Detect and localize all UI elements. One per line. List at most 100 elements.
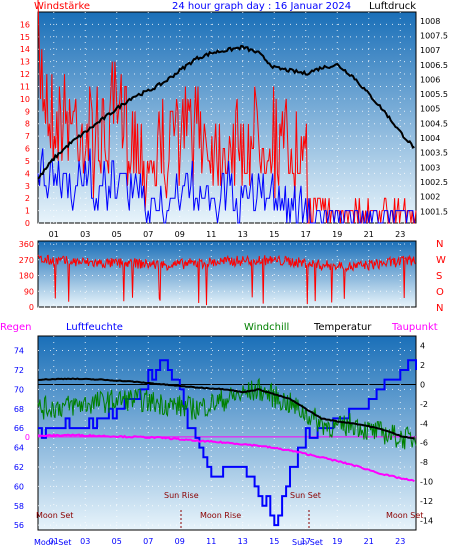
hour-tick-label: 09 xyxy=(175,230,185,239)
pressure-tick-label: 1004.5 xyxy=(420,119,448,128)
temperature-tick-label: 4 xyxy=(420,342,425,351)
astro-annotation: Moon Set xyxy=(36,511,73,520)
wind-tick-label: 10 xyxy=(20,95,30,104)
hour-tick-label: 07 xyxy=(143,537,153,546)
hour-tick-label: 11 xyxy=(206,230,216,239)
temperature-tick-label: 0 xyxy=(420,381,425,390)
temperature-tick-label: -14 xyxy=(420,516,433,525)
temperature-tick-label: -2 xyxy=(420,400,428,409)
temperature-tick-label: -8 xyxy=(420,458,428,467)
hour-tick-label: 23 xyxy=(395,537,405,546)
hour-tick-label: 05 xyxy=(112,230,122,239)
wind-tick-label: 13 xyxy=(20,58,30,67)
hour-tick-label: 21 xyxy=(364,537,374,546)
pressure-tick-label: 1001.5 xyxy=(420,207,448,216)
hour-tick-label: 13 xyxy=(238,537,248,546)
hour-tick-label: 11 xyxy=(206,537,216,546)
pressure-tick-label: 1006.5 xyxy=(420,61,448,70)
direction-tick-label: 180 xyxy=(19,272,34,281)
hour-tick-label: 23 xyxy=(395,230,405,239)
legend-item: Regen xyxy=(0,322,32,333)
humidity-tick-label: 64 xyxy=(14,444,24,453)
pressure-tick-label: 1006 xyxy=(420,75,440,84)
wind-tick-label: 11 xyxy=(20,82,30,91)
panel2-background xyxy=(37,240,417,308)
series-wind-direction xyxy=(37,254,416,306)
direction-tick-label: 90 xyxy=(24,287,34,296)
temperature-tick-label: -6 xyxy=(420,439,428,448)
wind-tick-label: 5 xyxy=(25,157,30,166)
pressure-tick-label: 1007.5 xyxy=(420,31,448,40)
series-wind-mean xyxy=(37,148,415,224)
hour-tick-label: 01 xyxy=(49,230,59,239)
series-temperature xyxy=(37,377,415,440)
temperature-tick-label: -4 xyxy=(420,419,428,428)
chart-title: 24 hour graph day : 16 Januar 2024 xyxy=(172,1,351,12)
wind-tick-label: 12 xyxy=(20,70,30,79)
humidity-tick-label: 60 xyxy=(14,482,24,491)
pressure-tick-label: 1007 xyxy=(420,46,440,55)
hour-tick-label: 07 xyxy=(143,230,153,239)
wind-tick-label: 1 xyxy=(25,207,30,216)
pressure-tick-label: 1002 xyxy=(420,193,440,202)
legend-item: Luftfeuchte xyxy=(66,322,123,333)
humidity-tick-label: 72 xyxy=(14,366,24,375)
hour-tick-label: 19 xyxy=(332,230,342,239)
humidity-tick-label: 56 xyxy=(14,521,24,530)
wind-tick-label: 16 xyxy=(20,20,30,29)
astro-annotation: Sun Rise xyxy=(164,491,199,500)
wind-tick-label: 0 xyxy=(25,219,30,228)
hour-tick-label: 17 xyxy=(301,537,311,546)
temperature-tick-label: 2 xyxy=(420,361,425,370)
hour-tick-label: 01 xyxy=(49,537,59,546)
hour-tick-label: 09 xyxy=(175,537,185,546)
wind-tick-label: 15 xyxy=(20,33,30,42)
astro-annotation: Sun Set xyxy=(290,491,321,500)
hour-tick-label: 15 xyxy=(269,230,279,239)
hour-tick-label: 03 xyxy=(80,230,90,239)
wind-tick-label: 14 xyxy=(20,45,30,54)
humidity-tick-label: 62 xyxy=(14,463,24,472)
astro-bottom-label: Sun Set xyxy=(292,538,323,547)
pressure-tick-label: 1003 xyxy=(420,163,440,172)
compass-letter: N xyxy=(436,239,443,250)
wind-tick-label: 8 xyxy=(25,120,30,129)
rain-tick-label: 0 xyxy=(25,433,30,442)
astro-annotation: Moon Set xyxy=(386,511,423,520)
hour-tick-label: 19 xyxy=(332,537,342,546)
series-humidity xyxy=(38,359,417,527)
humidity-tick-label: 68 xyxy=(14,405,24,414)
pressure-tick-label: 1002.5 xyxy=(420,178,448,187)
direction-tick-label: 0 xyxy=(29,303,34,312)
hour-tick-label: 13 xyxy=(238,230,248,239)
series-windchill xyxy=(37,377,417,450)
hour-tick-label: 21 xyxy=(364,230,374,239)
legend-item: Windchill xyxy=(244,322,289,333)
wind-strength-label: Windstärke xyxy=(34,1,90,12)
legend-item: Temperatur xyxy=(313,322,372,333)
wind-tick-label: 2 xyxy=(25,194,30,203)
wind-tick-label: 3 xyxy=(25,182,30,191)
wind-tick-label: 4 xyxy=(25,169,30,178)
series-wind-gust xyxy=(37,0,417,224)
astro-bottom-label: Moon Set xyxy=(34,538,71,547)
humidity-tick-label: 74 xyxy=(14,347,24,356)
wind-tick-label: 7 xyxy=(25,132,30,141)
direction-tick-label: 270 xyxy=(19,256,34,265)
humidity-tick-label: 66 xyxy=(14,424,24,433)
wind-tick-label: 9 xyxy=(25,107,30,116)
pressure-label: Luftdruck xyxy=(369,1,416,12)
pressure-tick-label: 1005 xyxy=(420,105,440,114)
series-dewpoint xyxy=(37,433,415,483)
pressure-tick-label: 1005.5 xyxy=(420,90,448,99)
pressure-tick-label: 1003.5 xyxy=(420,149,448,158)
wind-tick-label: 6 xyxy=(25,145,30,154)
hour-tick-label: 15 xyxy=(269,537,279,546)
temperature-tick-label: -10 xyxy=(420,478,433,487)
compass-letter: N xyxy=(436,303,443,314)
pressure-tick-label: 1004 xyxy=(420,134,440,143)
hour-tick-label: 03 xyxy=(80,537,90,546)
series-pressure xyxy=(37,44,415,180)
hour-tick-label: 17 xyxy=(301,230,311,239)
